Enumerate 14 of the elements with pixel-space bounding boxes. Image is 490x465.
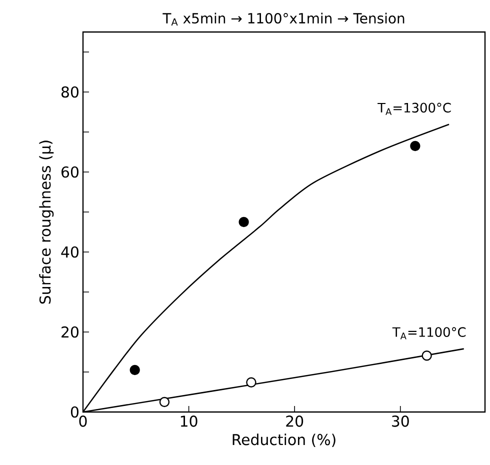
x-tick-label: 30 [392,416,409,427]
x-axis-title: Reduction (%) [232,434,336,447]
series-label: T$_{A}$=1100°C [392,327,466,340]
y-axis-title: Surface roughness (μ) [39,140,54,304]
x-tick-label: 20 [286,416,304,427]
y-tick-label: 20 [62,326,78,338]
x-tick-label: 10 [180,416,198,427]
y-tick-label: 40 [61,246,78,258]
y-tick-label: 80 [61,86,78,98]
y-tick-label: 0 [70,406,78,418]
y-tick-label: 60 [62,166,78,178]
series-label: T$_{A}$=1300°C [378,102,451,115]
chart-title: T$_{A}$ x5min → 1100°x1min → Tension [162,12,404,26]
x-tick-label: 0 [79,416,87,427]
